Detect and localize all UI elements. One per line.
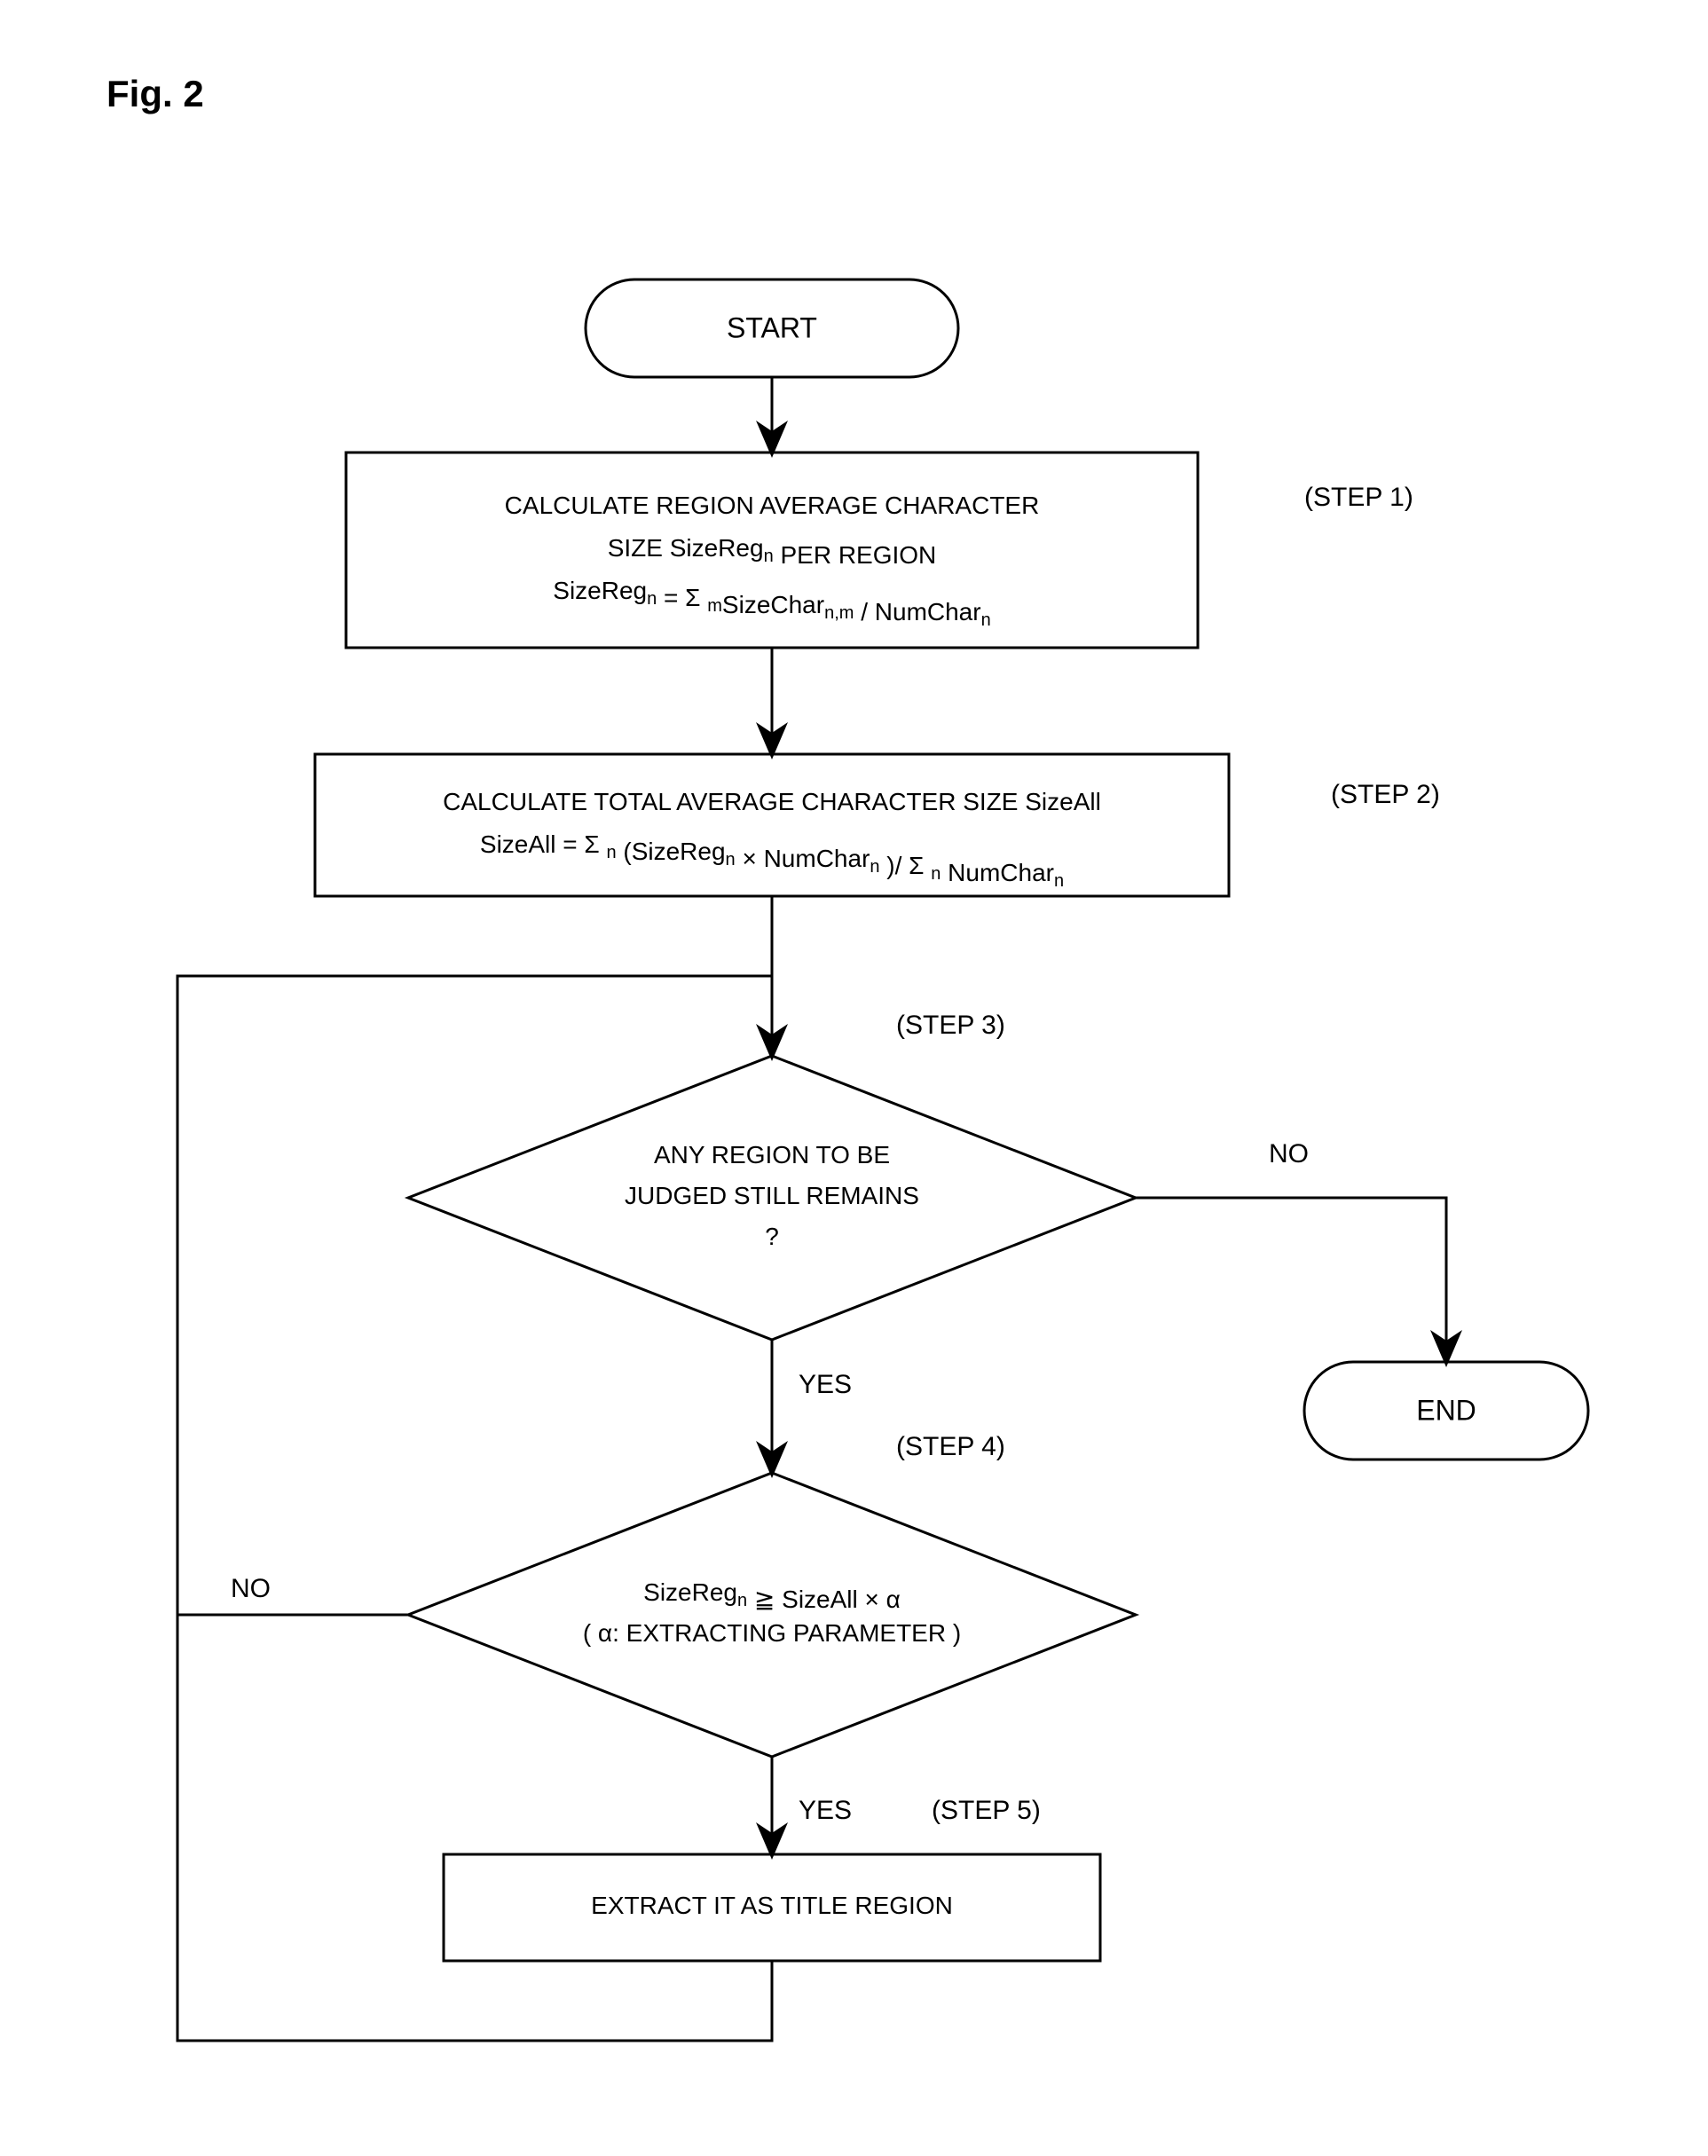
start-text: START — [727, 311, 817, 343]
node-text: ANY REGION TO BE — [654, 1141, 890, 1168]
node-text: SizeRegn ≧ SizeAll × α — [643, 1578, 901, 1613]
step5-step-label: (STEP 5) — [932, 1796, 1041, 1825]
edge-6 — [177, 976, 772, 1615]
step2-step-label: (STEP 2) — [1331, 780, 1440, 809]
node-text: SizeAll = Σ n (SizeRegn × NumCharn )/ Σ … — [480, 830, 1064, 891]
edge-label-4: YES — [799, 1796, 852, 1825]
node-text: ( α: EXTRACTING PARAMETER ) — [583, 1619, 961, 1647]
step3-step-label: (STEP 3) — [896, 1011, 1005, 1040]
node-text: EXTRACT IT AS TITLE REGION — [591, 1892, 953, 1919]
step1-step-label: (STEP 1) — [1304, 483, 1413, 512]
step2-node — [315, 754, 1229, 896]
edge-label-3: YES — [799, 1370, 852, 1399]
flowchart-diagram: Fig. 2 START CALCULATE REGION AVERAGE CHAR… — [0, 0, 1708, 2156]
edge-5 — [1136, 1198, 1446, 1362]
edge-label-5: NO — [1269, 1139, 1309, 1168]
node-text: CALCULATE REGION AVERAGE CHARACTER — [505, 492, 1040, 519]
node-text: SIZE SizeRegn PER REGION — [608, 534, 937, 569]
end-text: END — [1416, 1394, 1476, 1426]
figure-label: Fig. 2 — [106, 73, 204, 114]
edge-label-6: NO — [231, 1574, 271, 1603]
node-text: JUDGED STILL REMAINS — [625, 1182, 919, 1209]
step4-step-label: (STEP 4) — [896, 1432, 1005, 1461]
step4-node — [408, 1473, 1136, 1757]
node-text: CALCULATE TOTAL AVERAGE CHARACTER SIZE S… — [443, 788, 1101, 815]
node-text: ? — [765, 1223, 779, 1250]
node-text: SizeRegn = Σ mSizeCharn,m / NumCharn — [553, 577, 990, 630]
